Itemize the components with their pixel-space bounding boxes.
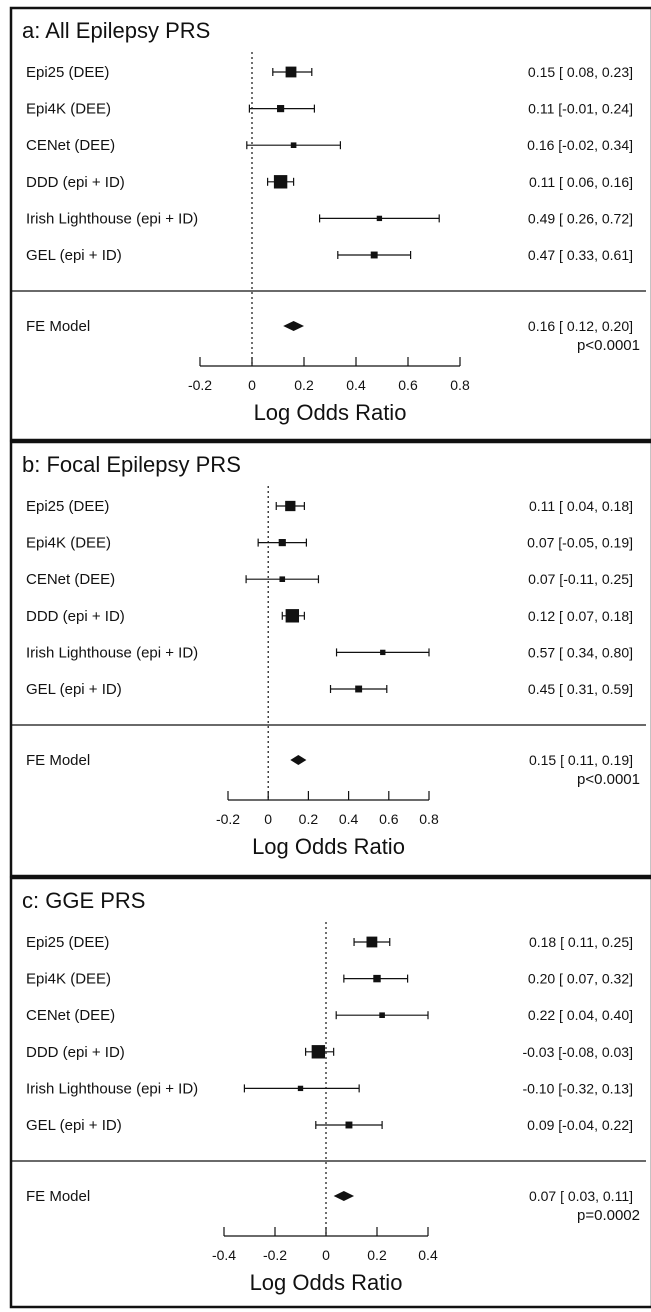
estimate-ci-text: 0.07 [-0.11, 0.25] (528, 571, 633, 587)
estimate-ci-text: 0.07 [-0.05, 0.19] (527, 535, 633, 551)
point-estimate (366, 936, 378, 948)
panel-title: b: Focal Epilepsy PRS (22, 452, 241, 477)
study-label: CENet (DEE) (26, 1007, 115, 1024)
estimate-ci-text: 0.11 [-0.01, 0.24] (528, 101, 633, 117)
point-estimate (285, 609, 300, 623)
estimate-ci-text: 0.11 [ 0.04, 0.18] (529, 498, 633, 514)
study-label: GEL (epi + ID) (26, 1117, 122, 1134)
study-label: DDD (epi + ID) (26, 608, 125, 625)
forest-panel-c: c: GGE PRS Epi25 (DEE) 0.18 [ 0.11, 0.25] E… (9, 876, 651, 1309)
panel-title: c: GGE PRS (22, 888, 145, 913)
point-estimate (278, 539, 286, 547)
summary-ci-text: 0.07 [ 0.03, 0.11] (529, 1188, 633, 1204)
estimate-ci-text: 0.47 [ 0.33, 0.61] (528, 247, 633, 263)
p-value: p=0.0002 (577, 1207, 640, 1224)
x-tick-label: 0.6 (398, 377, 418, 393)
point-estimate (379, 1012, 385, 1018)
study-label: GEL (epi + ID) (26, 247, 122, 264)
point-estimate (285, 66, 297, 78)
estimate-ci-text: 0.16 [-0.02, 0.34] (527, 137, 633, 153)
estimate-ci-text: 0.49 [ 0.26, 0.72] (528, 210, 633, 226)
point-estimate (297, 1085, 304, 1092)
study-label: Epi4K (DEE) (26, 101, 111, 118)
panel-title: a: All Epilepsy PRS (22, 18, 210, 43)
summary-ci-text: 0.15 [ 0.11, 0.19] (529, 752, 633, 768)
study-label: Epi25 (DEE) (26, 64, 109, 81)
x-axis-label: Log Odds Ratio (254, 400, 407, 425)
study-label: DDD (epi + ID) (26, 1044, 125, 1061)
forest-panel-a: a: All Epilepsy PRS Epi25 (DEE) 0.15 [ 0.0… (9, 6, 651, 442)
study-label: GEL (epi + ID) (26, 681, 122, 698)
x-tick-label: 0.4 (339, 811, 359, 827)
study-label: Epi25 (DEE) (26, 498, 109, 515)
study-label: DDD (epi + ID) (26, 174, 125, 191)
point-estimate (277, 105, 285, 113)
point-estimate (376, 215, 383, 222)
x-tick-label: 0.8 (419, 811, 439, 827)
study-label: Epi4K (DEE) (26, 971, 111, 988)
summary-diamond (290, 755, 307, 765)
estimate-ci-text: 0.11 [ 0.06, 0.16] (529, 174, 633, 190)
x-tick-label: 0.2 (294, 377, 314, 393)
panel-border (9, 6, 651, 442)
estimate-ci-text: 0.18 [ 0.11, 0.25] (529, 934, 633, 950)
x-tick-label: 0.2 (367, 1247, 387, 1263)
x-tick-label: -0.4 (212, 1247, 236, 1263)
summary-label: FE Model (26, 752, 90, 769)
study-label: Irish Lighthouse (epi + ID) (26, 644, 198, 661)
x-tick-label: 0.6 (379, 811, 399, 827)
summary-ci-text: 0.16 [ 0.12, 0.20] (528, 318, 633, 334)
x-tick-label: 0.4 (418, 1247, 438, 1263)
x-tick-label: -0.2 (263, 1247, 287, 1263)
summary-diamond (283, 321, 304, 331)
forest-panel-b: b: Focal Epilepsy PRS Epi25 (DEE) 0.11 [ 0… (9, 440, 651, 878)
x-axis-label: Log Odds Ratio (250, 1270, 403, 1295)
x-tick-label: -0.2 (188, 377, 212, 393)
study-label: Irish Lighthouse (epi + ID) (26, 1080, 198, 1097)
x-tick-label: 0 (248, 377, 256, 393)
point-estimate (311, 1045, 326, 1059)
point-estimate (355, 685, 363, 693)
study-label: Epi25 (DEE) (26, 934, 109, 951)
x-axis-label: Log Odds Ratio (252, 834, 405, 859)
x-tick-label: 0 (264, 811, 272, 827)
point-estimate (285, 500, 296, 512)
estimate-ci-text: -0.10 [-0.32, 0.13] (522, 1080, 633, 1096)
estimate-ci-text: 0.12 [ 0.07, 0.18] (528, 608, 633, 624)
estimate-ci-text: 0.15 [ 0.08, 0.23] (528, 64, 633, 80)
p-value: p<0.0001 (577, 337, 640, 354)
study-label: Epi4K (DEE) (26, 535, 111, 552)
estimate-ci-text: 0.45 [ 0.31, 0.59] (528, 681, 633, 697)
p-value: p<0.0001 (577, 771, 640, 788)
x-tick-label: -0.2 (216, 811, 240, 827)
estimate-ci-text: 0.20 [ 0.07, 0.32] (528, 971, 633, 987)
point-estimate (380, 649, 386, 656)
x-tick-label: 0.8 (450, 377, 470, 393)
point-estimate (373, 974, 381, 983)
panel-border (9, 440, 651, 878)
study-label: CENet (DEE) (26, 137, 115, 154)
summary-diamond (333, 1191, 355, 1201)
x-tick-label: 0.2 (299, 811, 319, 827)
summary-label: FE Model (26, 318, 90, 335)
estimate-ci-text: 0.09 [-0.04, 0.22] (527, 1117, 633, 1133)
point-estimate (345, 1121, 353, 1129)
point-estimate (370, 251, 378, 259)
panel-border (9, 876, 651, 1309)
estimate-ci-text: 0.57 [ 0.34, 0.80] (528, 644, 633, 660)
point-estimate (279, 576, 286, 582)
estimate-ci-text: 0.22 [ 0.04, 0.40] (528, 1007, 633, 1023)
summary-label: FE Model (26, 1188, 90, 1205)
estimate-ci-text: -0.03 [-0.08, 0.03] (522, 1044, 633, 1060)
point-estimate (273, 175, 288, 189)
study-label: CENet (DEE) (26, 571, 115, 588)
x-tick-label: 0 (322, 1247, 330, 1263)
x-tick-label: 0.4 (346, 377, 366, 393)
study-label: Irish Lighthouse (epi + ID) (26, 210, 198, 227)
point-estimate (290, 142, 297, 148)
